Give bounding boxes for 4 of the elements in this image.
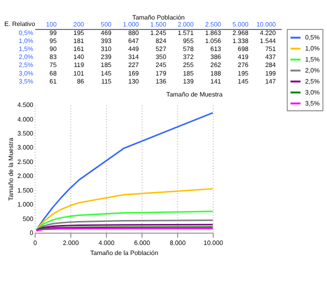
line-series: [36, 188, 214, 231]
line-series: [36, 112, 214, 231]
line-series: [36, 220, 214, 232]
line-series: [36, 210, 214, 231]
